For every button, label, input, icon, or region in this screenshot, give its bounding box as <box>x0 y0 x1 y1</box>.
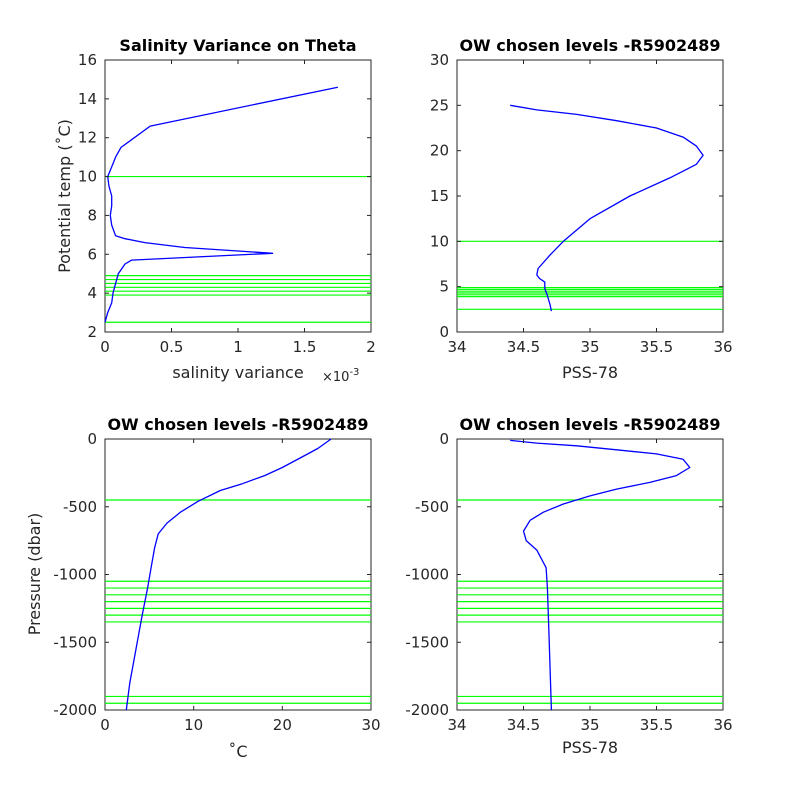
x-axis-label: salinity variance <box>172 363 303 382</box>
x-tick-label: 30 <box>361 716 380 734</box>
series-line <box>510 104 704 312</box>
x-tick-label: 35 <box>580 716 599 734</box>
plot-area <box>104 438 372 711</box>
y-tick-label: 4 <box>87 284 97 302</box>
y-tick-label: 14 <box>78 90 97 108</box>
x-tick-label: 0 <box>100 338 110 356</box>
plot-area <box>456 438 724 711</box>
x-tick-label: 36 <box>713 338 732 356</box>
series-line <box>510 439 691 711</box>
panel-salinity-theta: OW chosen levels -R5902489 PSS-78 34 34.5… <box>430 36 733 382</box>
plot-area <box>456 59 724 333</box>
y-tick-label: 16 <box>78 51 97 69</box>
y-tick-label: -1500 <box>53 633 97 651</box>
x-axis-label: PSS-78 <box>562 363 618 382</box>
panel-salinity-pressure: OW chosen levels -R5902489 PSS-78 34 34.5… <box>405 415 732 757</box>
x-tick-label: 10 <box>184 716 203 734</box>
y-tick-label: 8 <box>87 206 97 224</box>
series-line <box>125 438 332 711</box>
x-axis-label: PSS-78 <box>562 738 618 757</box>
x-tick-label: 20 <box>273 716 292 734</box>
x-tick-label: 34.5 <box>507 716 540 734</box>
x-tick-label: 34 <box>447 716 466 734</box>
x-tick-label: 34.5 <box>507 338 540 356</box>
series-line <box>104 86 338 323</box>
y-tick-label: 0 <box>439 430 449 448</box>
y-tick-label: 25 <box>430 96 449 114</box>
x-tick-label: 1 <box>233 338 243 356</box>
y-tick-label: -2000 <box>405 701 449 719</box>
panel-temperature-pressure: OW chosen levels -R5902489 ˚C Pressure (… <box>25 415 381 761</box>
y-tick-label: -1000 <box>405 566 449 584</box>
y-tick-label: 30 <box>430 51 449 69</box>
y-axis-label: Pressure (dbar) <box>25 513 44 636</box>
chart-title: OW chosen levels -R5902489 <box>107 415 368 434</box>
y-tick-label: 6 <box>87 245 97 263</box>
x-tick-label: 35.5 <box>640 716 673 734</box>
y-tick-label: 15 <box>430 187 449 205</box>
y-tick-label: 0 <box>87 430 97 448</box>
y-tick-label: -2000 <box>53 701 97 719</box>
x-tick-label: 2 <box>366 338 376 356</box>
x-axis-exponent: ×10-3 <box>322 367 359 385</box>
y-tick-label: 10 <box>78 168 97 186</box>
y-tick-label: -1500 <box>405 633 449 651</box>
y-tick-label: -500 <box>63 498 97 516</box>
y-tick-label: 20 <box>430 142 449 160</box>
y-tick-label: -500 <box>415 498 449 516</box>
y-tick-label: 10 <box>430 232 449 250</box>
y-tick-label: 12 <box>78 129 97 147</box>
y-axis-label: Potential temp (˚C) <box>55 119 74 273</box>
chart-title: OW chosen levels -R5902489 <box>459 36 720 55</box>
x-tick-label: 0 <box>100 716 110 734</box>
panel-salinity-variance: Salinity Variance on Theta salinity vari… <box>55 36 376 385</box>
x-tick-label: 36 <box>713 716 732 734</box>
x-tick-label: 34 <box>447 338 466 356</box>
y-tick-label: 0 <box>439 323 449 341</box>
x-tick-label: 35.5 <box>640 338 673 356</box>
x-tick-label: 0.5 <box>160 338 184 356</box>
y-tick-label: 5 <box>439 278 449 296</box>
y-tick-label: 2 <box>87 323 97 341</box>
x-tick-label: 35 <box>580 338 599 356</box>
x-tick-label: 1.5 <box>293 338 317 356</box>
x-axis-label: ˚C <box>228 742 247 761</box>
y-tick-label: -1000 <box>53 566 97 584</box>
chart-title: Salinity Variance on Theta <box>119 36 356 55</box>
chart-title: OW chosen levels -R5902489 <box>459 415 720 434</box>
